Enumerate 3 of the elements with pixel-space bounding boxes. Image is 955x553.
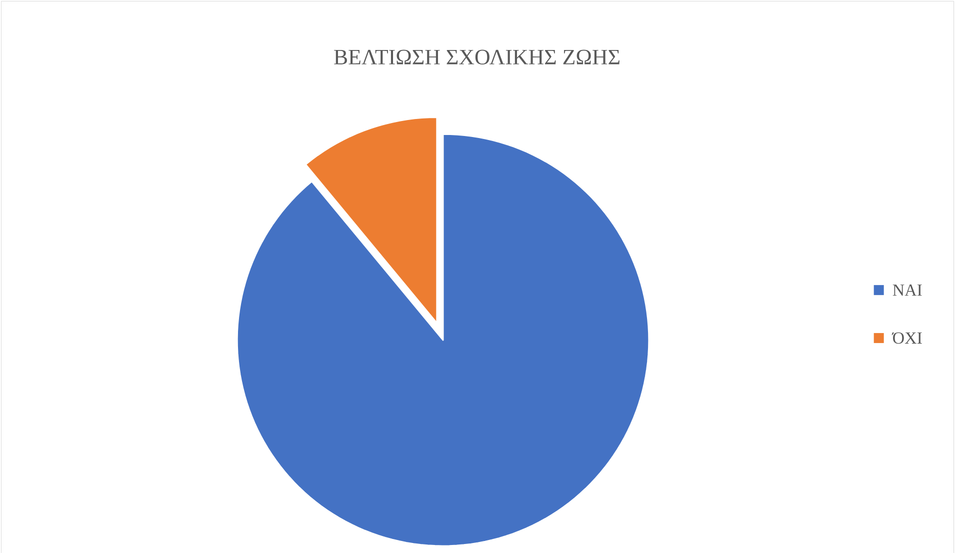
chart-title: ΒΕΛΤΙΩΣΗ ΣΧΟΛΙΚΗΣ ΖΩΗΣ xyxy=(334,50,620,64)
legend-label: ΝΑΙ xyxy=(892,284,922,296)
legend-label: ΌΧΙ xyxy=(892,332,922,344)
